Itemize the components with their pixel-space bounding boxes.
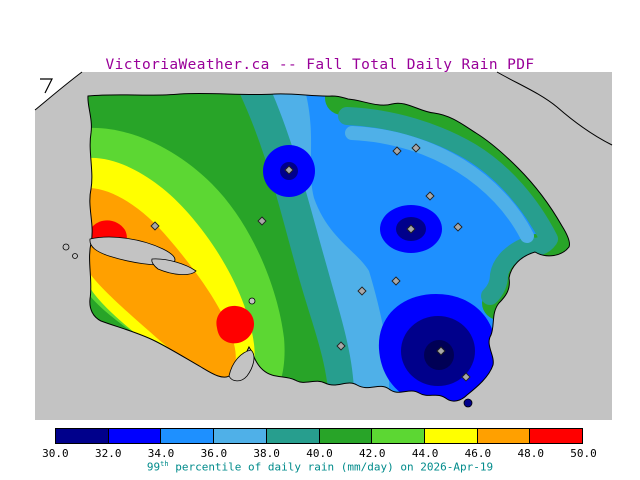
colorbar-tick-9: 48.0 (517, 447, 544, 460)
colorbar-tick-2: 34.0 (147, 447, 175, 460)
contour-48-50-south (216, 305, 255, 344)
colorbar-tick-1: 32.0 (94, 447, 122, 460)
figure-title: VictoriaWeather.ca -- Fall Total Daily R… (105, 57, 535, 73)
station-marker-7 (406, 224, 416, 234)
figure-caption: 99th percentile of daily rain (mm/day) o… (0, 460, 640, 474)
station-marker-11 (461, 372, 471, 382)
corner-coastline (34, 71, 83, 111)
station-marker-3 (392, 146, 402, 156)
colorbar-segment-6 (371, 429, 424, 443)
colorbar-tick-5: 40.0 (306, 447, 333, 460)
colorbar-tick-10: 50.0 (570, 447, 597, 460)
colorbar-tick-4: 38.0 (253, 447, 280, 460)
caption-superscript: th (160, 460, 169, 468)
colorbar-segment-4 (265, 429, 319, 443)
arm-band-lightblue (345, 126, 534, 243)
coastline (87, 92, 570, 402)
colorbar-segment-9 (529, 429, 583, 443)
station-marker-12 (436, 346, 446, 356)
station-markers (150, 143, 471, 382)
harbour-notch (228, 349, 255, 382)
station-marker-8 (391, 276, 401, 286)
inland-water (89, 236, 256, 382)
colorbar-ticks: 30.0 32.0 34.0 36.0 38.0 40.0 42.0 44.0 46.0 48.0… (29, 447, 610, 460)
small-lake (248, 297, 256, 305)
station-marker-0 (150, 221, 160, 231)
station-marker-2 (284, 165, 294, 175)
station-marker-6 (453, 222, 463, 232)
station-marker-5 (425, 191, 435, 201)
station-marker-1 (257, 216, 267, 226)
islet-west-2 (72, 253, 78, 259)
station-marker-4 (411, 143, 421, 153)
colorbar-tick-7: 44.0 (411, 447, 439, 460)
colorbar-tick-3: 36.0 (200, 447, 228, 460)
colorbar-tick-0: 30.0 (42, 447, 69, 460)
inlet-arm (151, 258, 197, 275)
islet-southeast (463, 398, 473, 408)
colorbar-segment-2 (160, 429, 214, 443)
colorbar-segment-5 (318, 429, 372, 443)
colorbar-tick-8: 46.0 (464, 447, 492, 460)
islet-west-1 (62, 243, 70, 251)
colorbar-segment-3 (213, 429, 266, 443)
station-marker-9 (357, 286, 367, 296)
colorbar-segment-0 (56, 429, 108, 443)
caption-text: percentile of daily rain (mm/day) on 202… (168, 460, 494, 474)
colorbar (55, 428, 583, 444)
colorbar-segment-7 (423, 429, 477, 443)
colorbar-tick-6: 42.0 (359, 447, 386, 460)
caption-number: 99 (146, 460, 161, 474)
arm-band-teal (338, 107, 558, 305)
contour-minimum-core (424, 340, 454, 370)
colorbar-segment-8 (476, 429, 530, 443)
corner-coast-hook (40, 78, 53, 94)
colorbar-segment-1 (107, 429, 161, 443)
northeast-coastline (496, 71, 613, 146)
station-marker-10 (336, 341, 346, 351)
offshore-islets (62, 243, 473, 408)
